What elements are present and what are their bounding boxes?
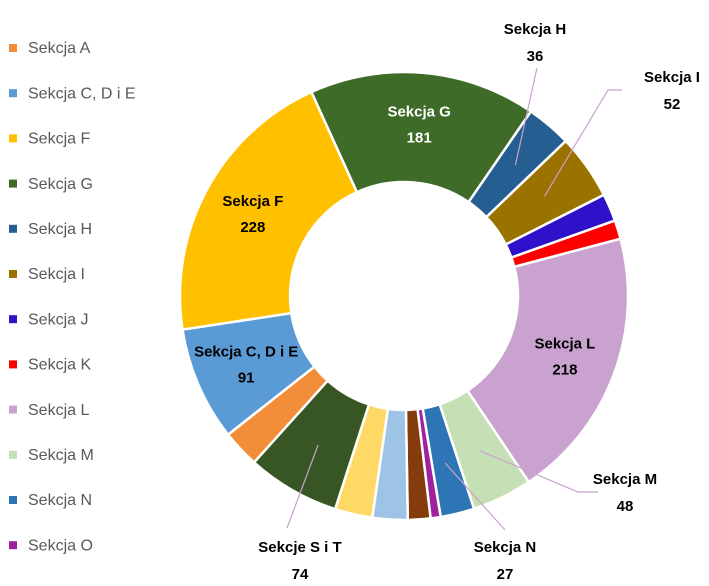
data-label-name: Sekcja L bbox=[534, 336, 595, 353]
data-label-value: 91 bbox=[238, 369, 255, 386]
legend-label: Sekcja N bbox=[28, 492, 92, 509]
legend-label: Sekcja A bbox=[28, 40, 91, 57]
legend-label: Sekcja C, D i E bbox=[28, 85, 136, 102]
data-label-value: 228 bbox=[240, 219, 265, 236]
data-label-name: Sekcja N bbox=[474, 539, 537, 556]
legend-swatch bbox=[9, 541, 17, 550]
legend-label: Sekcja I bbox=[28, 266, 85, 283]
legend-swatch bbox=[9, 89, 17, 98]
legend-swatch bbox=[9, 405, 17, 414]
data-label-name: Sekcja H bbox=[504, 21, 567, 38]
legend-swatch bbox=[9, 315, 17, 324]
leader-line bbox=[444, 462, 506, 531]
slice bbox=[309, 70, 533, 204]
data-label-value: 27 bbox=[497, 566, 514, 583]
data-label-value: 218 bbox=[552, 362, 577, 379]
data-label-name: Sekcja I bbox=[644, 69, 700, 86]
data-label-name: Sekcja M bbox=[593, 471, 657, 488]
data-label-name: Sekcja F bbox=[222, 193, 283, 210]
legend-label: Sekcja L bbox=[28, 402, 89, 419]
legend-swatch bbox=[9, 360, 17, 369]
data-label-name: Sekcje S i T bbox=[258, 539, 341, 556]
legend-swatch bbox=[9, 134, 17, 143]
data-label-value: 74 bbox=[292, 566, 309, 583]
legend-swatch bbox=[9, 224, 17, 233]
legend-swatch bbox=[9, 179, 17, 188]
data-label-name: Sekcja G bbox=[387, 104, 450, 121]
legend-swatch bbox=[9, 270, 17, 278]
data-label-value: 52 bbox=[664, 96, 681, 113]
leader-line bbox=[543, 89, 622, 197]
slice bbox=[178, 90, 359, 331]
leader-line bbox=[479, 450, 598, 493]
legend-label: Sekcja G bbox=[28, 176, 93, 193]
legend-label: Sekcja O bbox=[28, 537, 93, 554]
legend-label: Sekcja K bbox=[28, 357, 91, 374]
data-label-value: 48 bbox=[617, 498, 634, 515]
legend-label: Sekcja J bbox=[28, 311, 88, 328]
data-label-value: 36 bbox=[527, 48, 544, 65]
legend-swatch bbox=[9, 496, 17, 504]
legend-label: Sekcja F bbox=[28, 131, 90, 148]
data-label-name: Sekcja C, D i E bbox=[194, 343, 298, 360]
data-label-value: 181 bbox=[407, 130, 432, 147]
legend-label: Sekcja M bbox=[28, 447, 94, 464]
slice bbox=[465, 237, 630, 484]
leader-line bbox=[286, 444, 319, 529]
legend-swatch bbox=[9, 450, 17, 459]
legend-label: Sekcja H bbox=[28, 221, 92, 238]
legend-swatch bbox=[9, 44, 17, 52]
leader-line bbox=[514, 67, 538, 166]
slice bbox=[252, 378, 371, 511]
